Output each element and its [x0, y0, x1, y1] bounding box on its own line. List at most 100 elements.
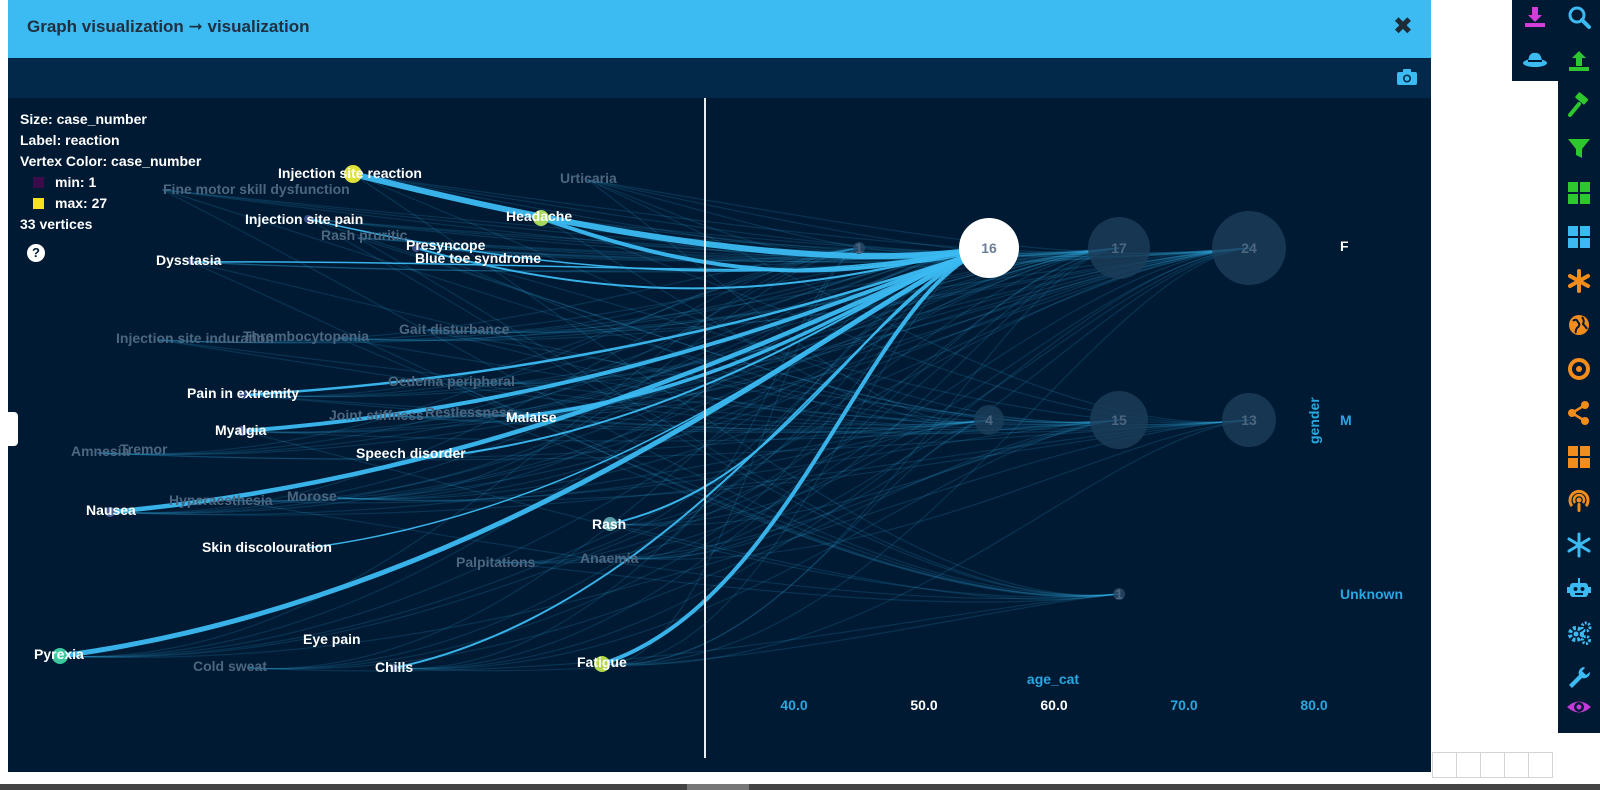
reaction-label: Malaise: [506, 409, 557, 425]
faint-edge: [352, 173, 1120, 254]
reaction-label-dim: Gait disturbance: [399, 321, 510, 337]
page-box[interactable]: [1528, 752, 1553, 778]
reaction-node-dot: [533, 210, 549, 226]
faint-edge: [97, 247, 860, 455]
page-box[interactable]: [1432, 752, 1457, 778]
page-box[interactable]: [1504, 752, 1529, 778]
faint-edge: [477, 247, 1250, 416]
reaction-label: Myalgia: [215, 422, 267, 438]
faint-edge: [337, 337, 1120, 426]
faint-edge: [601, 419, 1250, 666]
reaction-label: Pain in extremity: [187, 385, 299, 401]
reaction-label: Blue toe syndrome: [415, 250, 541, 266]
y-axis-title: gender: [1306, 397, 1322, 444]
faint-edge: [427, 329, 990, 426]
legend-vertex-color: Vertex Color: case_number: [20, 153, 202, 169]
x-tick-label: 70.0: [1170, 697, 1197, 713]
reaction-label: Nausea: [86, 502, 136, 518]
strong-edges-layer: [57, 171, 992, 669]
faint-edge: [357, 237, 1120, 424]
category-node-label: 1: [1115, 586, 1123, 602]
faint-edge: [227, 499, 1120, 600]
category-node-1-unknown: [1113, 588, 1125, 600]
search-icon[interactable]: [1566, 4, 1592, 30]
share-icon[interactable]: [1566, 400, 1592, 426]
category-node-1-f: [853, 242, 865, 254]
eye-icon[interactable]: [1566, 694, 1592, 720]
x-axis-title: age_cat: [1027, 671, 1079, 687]
wrench-icon[interactable]: [1566, 664, 1592, 690]
page-box[interactable]: [1456, 752, 1481, 778]
faint-edge: [227, 419, 1120, 504]
faint-edge: [97, 419, 990, 460]
reaction-label: Chills: [375, 659, 413, 675]
faint-edge: [352, 173, 1120, 423]
faint-edge: [157, 247, 860, 343]
faint-edge: [357, 237, 1120, 261]
download-icon[interactable]: [1522, 4, 1548, 30]
faint-edge: [109, 419, 990, 516]
y-tick-label: M: [1340, 412, 1352, 428]
close-button[interactable]: ✖: [1392, 13, 1413, 40]
faint-edge: [617, 247, 1120, 559]
reaction-label: Rash: [592, 516, 626, 532]
reaction-label: Speech disorder: [356, 445, 466, 461]
faint-edge: [241, 247, 1120, 433]
faint-edge: [227, 247, 1120, 502]
side-panel-handle[interactable]: [0, 412, 18, 446]
grid-green-icon[interactable]: [1566, 180, 1592, 206]
upload-icon[interactable]: [1566, 48, 1592, 74]
graph-visualization-modal: Graph visualization ➞ visualization ✖: [8, 0, 1431, 772]
faint-edge: [587, 179, 1250, 423]
faint-edge: [540, 217, 1250, 424]
hat-icon[interactable]: [1522, 46, 1548, 72]
reaction-label-dim: Restlessness: [425, 404, 515, 420]
faint-edge: [387, 247, 990, 418]
filter-icon[interactable]: [1566, 136, 1592, 162]
faint-edge: [609, 419, 1120, 527]
globe-icon[interactable]: [1566, 312, 1592, 338]
asterisk-icon[interactable]: [1566, 268, 1592, 294]
robot-icon[interactable]: [1566, 576, 1592, 602]
x-tick-label: 80.0: [1300, 697, 1327, 713]
faint-edge: [243, 247, 1120, 398]
grid-orange-icon[interactable]: [1566, 444, 1592, 470]
category-node-label: 13: [1241, 412, 1257, 428]
category-node-label: 4: [985, 412, 993, 428]
category-node-label: 15: [1111, 412, 1127, 428]
faint-edge: [337, 419, 1250, 502]
graph-canvas[interactable]: 1 16 17 24 4 15 13 1: [8, 98, 1431, 772]
help-button[interactable]: ?: [27, 244, 45, 262]
snowflake-icon[interactable]: [1566, 532, 1592, 558]
grid-blue-icon[interactable]: [1566, 224, 1592, 250]
x-tick-label: 60.0: [1040, 697, 1067, 713]
x-tick-label: 50.0: [910, 697, 937, 713]
reaction-label-dim: Anaemia: [580, 550, 639, 566]
faint-edge: [540, 217, 990, 424]
faint-edge: [352, 173, 1120, 596]
strong-edge: [415, 247, 990, 290]
reaction-label-dim: Oedema peripheral: [388, 373, 515, 389]
horizontal-scrollbar[interactable]: [0, 784, 1600, 790]
faint-edge: [387, 247, 1120, 418]
camera-icon[interactable]: [1397, 69, 1417, 85]
cogs-icon[interactable]: [1566, 620, 1592, 646]
faint-edge: [601, 247, 990, 665]
reaction-label-dim: Joint stiffness: [329, 407, 424, 423]
reaction-node-dot: [594, 656, 610, 672]
faint-edge: [357, 237, 1250, 261]
podcast-icon[interactable]: [1566, 488, 1592, 514]
faint-edge: [243, 394, 990, 430]
reaction-label-dim: Morose: [287, 488, 337, 504]
scrollbar-thumb[interactable]: [687, 784, 749, 790]
hammer-icon[interactable]: [1566, 92, 1592, 118]
page-box[interactable]: [1480, 752, 1505, 778]
category-node-17-f: [1088, 217, 1150, 279]
modal-header: Graph visualization ➞ visualization ✖: [8, 0, 1431, 58]
faint-edge: [247, 247, 1120, 670]
faint-edge: [540, 217, 1120, 257]
legend-min-swatch: [33, 177, 44, 188]
legend-size: Size: case_number: [20, 111, 147, 127]
main-toolbar: [1558, 0, 1600, 733]
circle-icon[interactable]: [1566, 356, 1592, 382]
